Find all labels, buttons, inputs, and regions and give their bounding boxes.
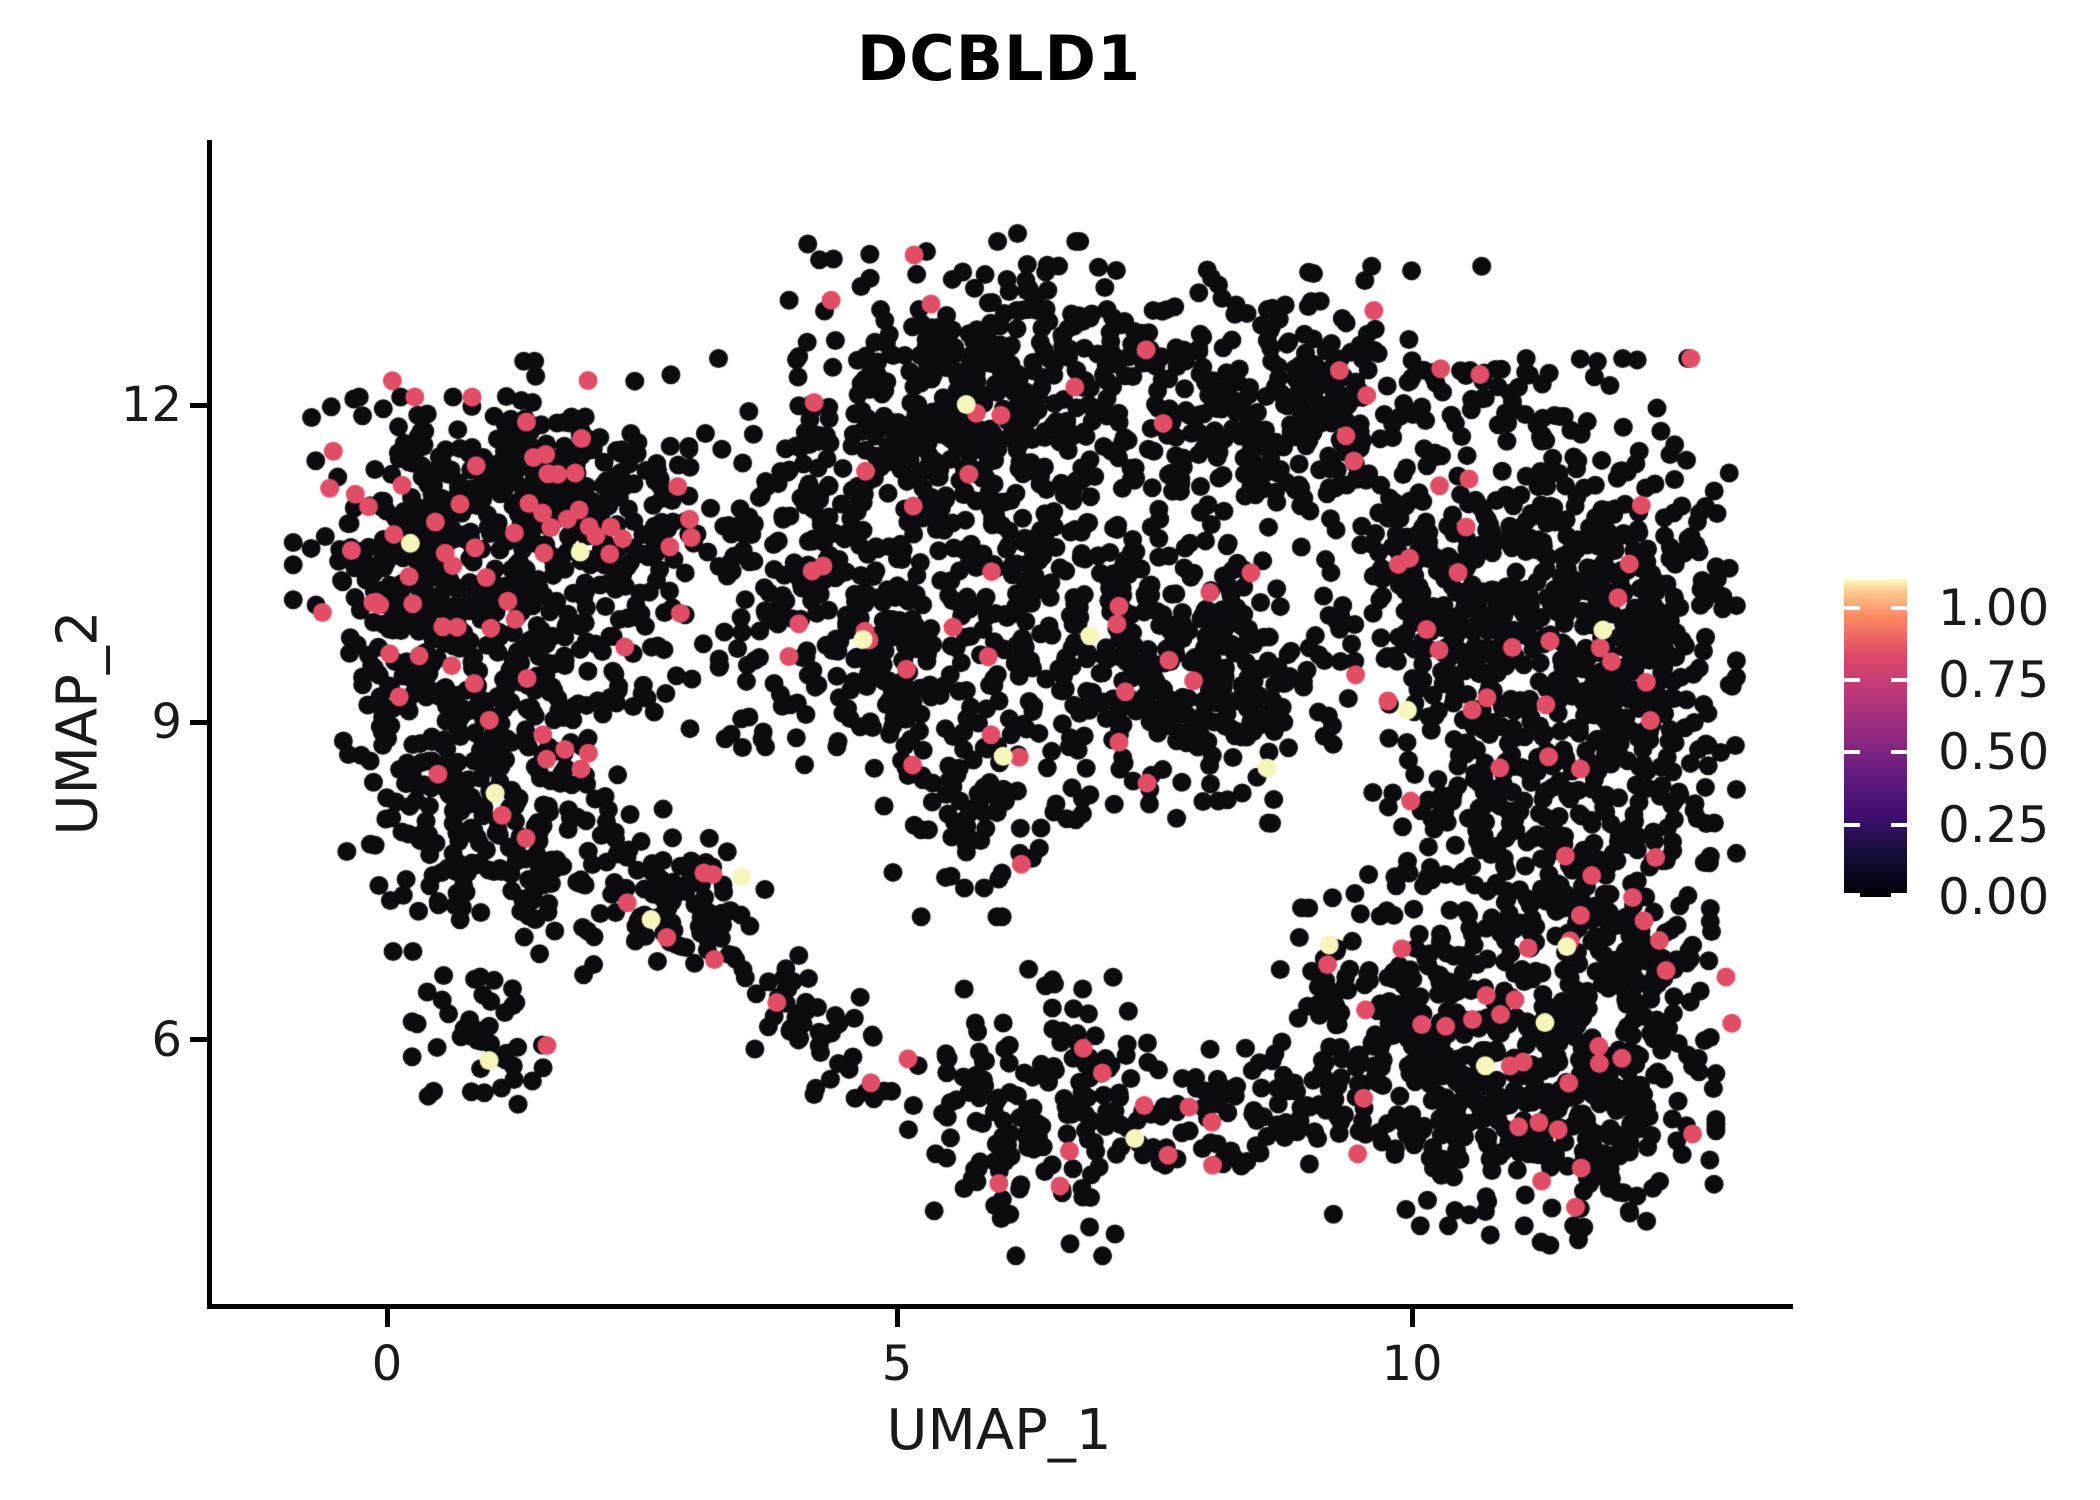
y-tick-label: 12: [120, 377, 182, 433]
x-tick-label: 10: [1381, 1336, 1443, 1392]
colorbar-tick-mark: [1891, 822, 1907, 827]
y-tick-mark: [190, 1037, 208, 1042]
colorbar-tick-mark: [1891, 893, 1907, 897]
colorbar-label: 1.00: [1938, 578, 2050, 637]
colorbar-tick-mark: [1844, 893, 1860, 897]
colorbar-tick-mark: [1891, 605, 1907, 610]
x-tick-mark: [1410, 1309, 1415, 1327]
colorbar-tick-mark: [1844, 822, 1860, 827]
y-tick-mark: [190, 720, 208, 725]
x-tick-label: 0: [371, 1336, 403, 1392]
x-axis-line: [207, 1304, 1793, 1309]
colorbar-label: 0.50: [1938, 723, 2050, 782]
x-axis-title: UMAP_1: [886, 1398, 1112, 1463]
y-tick-label: 6: [151, 1012, 182, 1068]
colorbar-tick-mark: [1844, 678, 1860, 683]
y-tick-label: 9: [151, 694, 182, 750]
x-tick-mark: [385, 1309, 390, 1327]
colorbar: [1844, 579, 1907, 897]
colorbar-tick-mark: [1891, 678, 1907, 683]
colorbar-label: 0.75: [1938, 651, 2050, 710]
y-axis-title: UMAP_2: [45, 610, 111, 836]
colorbar-tick-mark: [1844, 750, 1860, 755]
x-tick-mark: [895, 1309, 900, 1327]
colorbar-label: 0.00: [1938, 868, 2050, 926]
colorbar-tick-mark: [1891, 750, 1907, 755]
y-axis-line: [207, 140, 212, 1309]
plot-title: DCBLD1: [856, 22, 1142, 95]
x-tick-label: 5: [881, 1336, 913, 1392]
colorbar-label: 0.25: [1938, 795, 2050, 854]
colorbar-gradient: [1844, 579, 1907, 897]
colorbar-tick-mark: [1844, 605, 1860, 610]
scatter-canvas: [210, 140, 1788, 1306]
y-tick-mark: [190, 403, 208, 408]
